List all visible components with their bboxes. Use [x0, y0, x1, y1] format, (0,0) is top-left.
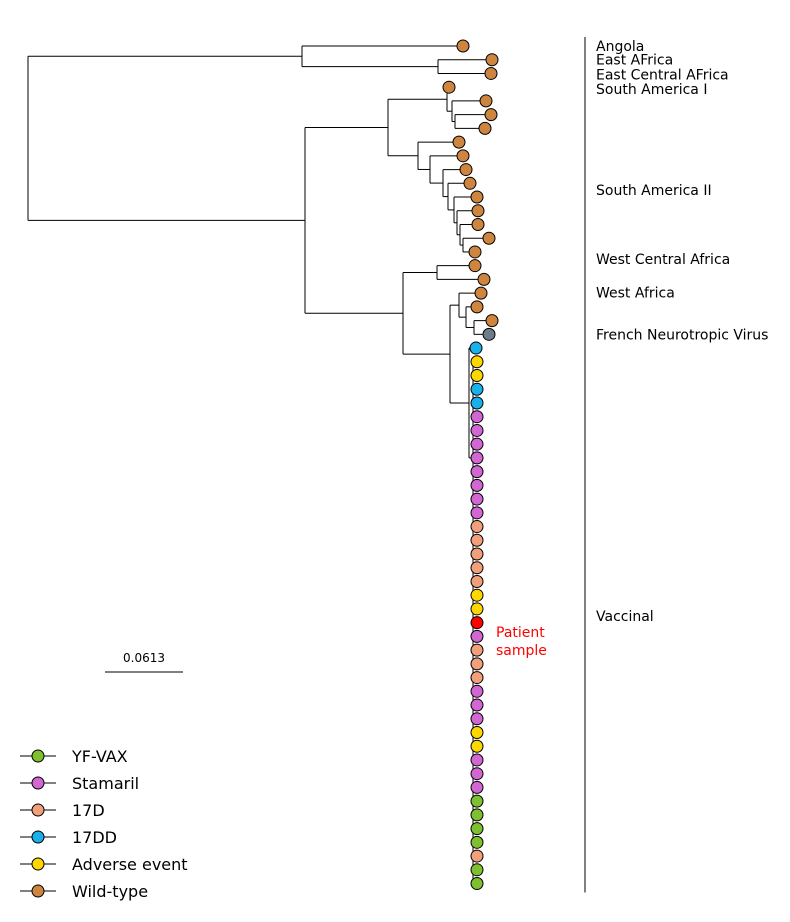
- tip-wild-type: [442, 80, 456, 94]
- tip-wild-type: [484, 108, 498, 122]
- tip-wild-type: [479, 94, 493, 108]
- tip-yf-vax: [470, 835, 484, 849]
- clade-label: Vaccinal: [596, 609, 654, 625]
- tip-wild-type: [482, 231, 496, 245]
- tip-stamaril: [470, 451, 484, 465]
- tip-wild-type: [468, 245, 482, 259]
- tip-wild-type: [456, 149, 470, 163]
- legend-label: 17DD: [72, 828, 117, 847]
- tip-yf-vax: [470, 877, 484, 891]
- tip-adverse-event: [470, 726, 484, 739]
- legend-swatch: [31, 803, 45, 817]
- scale-bar-label: 0.0613: [123, 651, 165, 665]
- tip-yf-vax: [470, 808, 484, 822]
- tip-stamaril: [470, 437, 484, 451]
- tip-yf-vax: [470, 822, 484, 836]
- tip-adverse-event: [470, 355, 484, 369]
- legend-label: Stamaril: [72, 774, 139, 793]
- tip-17dd: [470, 396, 484, 410]
- tip-wild-type: [471, 204, 485, 218]
- tip-17d: [470, 561, 484, 575]
- patient-annotation-line2: sample: [496, 643, 547, 659]
- tip-adverse-event: [470, 588, 484, 602]
- tip-17d: [470, 671, 484, 685]
- legend-swatch: [31, 776, 45, 790]
- tip-17d: [470, 657, 484, 671]
- tip-17d: [470, 574, 484, 588]
- tip-stamaril: [470, 767, 484, 781]
- tip-17d: [470, 643, 484, 657]
- tip-yf-vax: [470, 794, 484, 808]
- tip-wild-type: [485, 53, 499, 67]
- clade-label: West Central Africa: [596, 252, 730, 268]
- scale-bar: 0.0613: [105, 651, 183, 673]
- legend-label: Adverse event: [72, 855, 188, 874]
- tip-wild-type: [485, 314, 499, 328]
- tip-wild-type: [452, 135, 466, 149]
- tip-17dd: [470, 382, 484, 396]
- legend: YF-VAX Stamaril 17D 17DD Adverse event Wild-t…: [20, 747, 188, 901]
- tip-wild-type: [471, 217, 485, 231]
- tip-wild-type: [463, 176, 477, 190]
- tip-stamaril: [470, 629, 484, 643]
- tip-stamaril: [470, 698, 484, 712]
- legend-label: Wild-type: [72, 882, 148, 901]
- legend-swatch: [31, 749, 45, 763]
- tip-17d: [470, 547, 484, 561]
- tip-stamaril: [470, 478, 484, 492]
- tip-wild-type: [470, 190, 484, 204]
- tip-wild-type: [484, 66, 498, 80]
- legend-swatch: [31, 830, 45, 844]
- tip-stamaril: [470, 506, 484, 520]
- tip-french-neurotropic-virus: [482, 327, 496, 341]
- tip-stamaril: [470, 780, 484, 794]
- clade-label: French Neurotropic Virus: [596, 327, 768, 343]
- tip-wild-type: [477, 272, 491, 286]
- patient-sample-tip: [470, 616, 484, 630]
- legend-swatch: [31, 884, 45, 898]
- clade-label: South America I: [596, 82, 707, 98]
- tip-adverse-event: [470, 739, 484, 753]
- clade-label: South America II: [596, 183, 712, 199]
- clade-label: West Africa: [596, 285, 675, 301]
- tip-wild-type: [468, 259, 482, 273]
- tip-wild-type: [478, 121, 492, 135]
- tree-tips: [442, 39, 499, 891]
- tip-stamaril: [470, 465, 484, 479]
- tip-adverse-event: [470, 602, 484, 616]
- tip-adverse-event: [470, 369, 484, 383]
- tip-stamaril: [470, 753, 484, 767]
- tip-17d: [470, 520, 484, 534]
- tip-stamaril: [470, 410, 484, 424]
- clade-label: East Central AFrica: [596, 67, 729, 83]
- legend-label: YF-VAX: [71, 747, 128, 766]
- tip-wild-type: [470, 300, 484, 314]
- clade-label: East AFrica: [596, 53, 673, 69]
- tip-stamaril: [470, 684, 484, 698]
- tip-17d: [470, 533, 484, 547]
- legend-swatch: [31, 857, 45, 871]
- tip-wild-type: [456, 39, 470, 53]
- legend-label: 17D: [72, 801, 105, 820]
- tip-yf-vax: [470, 863, 484, 877]
- tip-stamaril: [470, 712, 484, 726]
- clade-label: Angola: [596, 39, 644, 55]
- tip-wild-type: [459, 163, 473, 177]
- patient-annotation-line1: Patient: [496, 625, 545, 641]
- tip-17dd: [469, 341, 483, 355]
- tip-17d: [470, 849, 484, 863]
- tip-stamaril: [470, 423, 484, 437]
- tip-wild-type: [474, 286, 488, 300]
- tip-stamaril: [470, 492, 484, 506]
